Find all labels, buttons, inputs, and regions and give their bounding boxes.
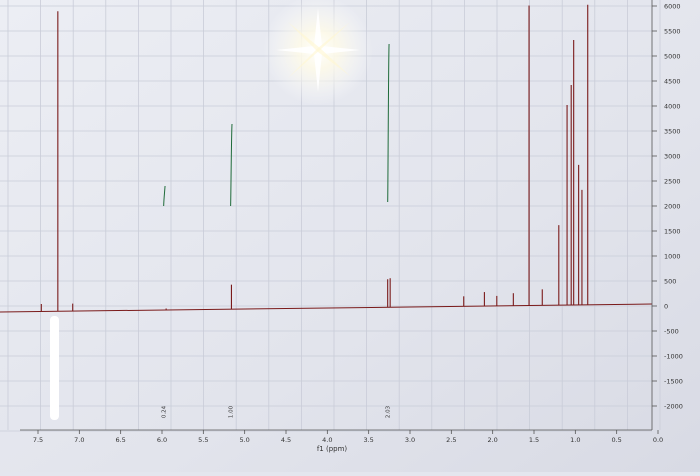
- spectrum-trace: [0, 4, 653, 313]
- x-tick-label: 5.5: [198, 436, 208, 444]
- y-tick-label: -2000: [664, 403, 683, 411]
- y-axis: 6000550050004500400035003000250020001500…: [651, 0, 683, 430]
- y-tick-label: 3500: [664, 128, 681, 136]
- y-tick-label: 1000: [664, 253, 681, 261]
- x-axis-label: f1 (ppm): [317, 445, 348, 453]
- x-tick-label: 3.5: [363, 436, 373, 444]
- x-axis: 7.5 7.0 6.5 6.0 5.5 5.0 4.5 4.0 3.5 3.0 2.5 2.0 1.5 1…: [20, 429, 663, 444]
- x-tick-label: 2.0: [487, 436, 497, 444]
- x-tick-label: 6.0: [157, 436, 167, 444]
- x-tick-label: 7.5: [33, 436, 43, 444]
- integral-value-label: 1.00: [229, 405, 235, 418]
- y-tick-label: 5500: [664, 28, 681, 36]
- integral-curve: [387, 43, 390, 203]
- integral-value-label: 2.03: [386, 405, 392, 418]
- y-tick-label: 1500: [664, 228, 681, 236]
- x-tick-label: 0.0: [653, 436, 663, 444]
- x-tick-label: 1.5: [529, 436, 539, 444]
- x-tick-label: 2.5: [446, 436, 456, 444]
- integral-curve: [163, 185, 166, 207]
- y-tick-label: 4500: [664, 78, 681, 86]
- y-tick-label: 3000: [664, 153, 681, 161]
- integral-curves: 0.24 1.00 2.03: [162, 43, 392, 418]
- x-tick-label: 4.0: [322, 436, 332, 444]
- integral-value-label: 0.24: [162, 405, 168, 418]
- y-tick-label: 4000: [664, 103, 681, 111]
- x-tick-label: 6.5: [115, 436, 125, 444]
- y-tick-label: 0: [664, 303, 668, 311]
- y-tick-label: 2500: [664, 178, 681, 186]
- y-tick-label: 6000: [664, 3, 681, 11]
- screen-glare: [263, 0, 373, 105]
- x-tick-label: 0.5: [611, 436, 621, 444]
- y-tick-label: 2000: [664, 203, 681, 211]
- y-tick-label: -1000: [664, 353, 683, 361]
- white-bar-overlay: [50, 316, 59, 420]
- x-tick-label: 1.0: [570, 436, 580, 444]
- x-tick-label: 7.0: [74, 436, 84, 444]
- y-tick-label: -1500: [664, 378, 683, 386]
- x-tick-label: 4.5: [281, 436, 291, 444]
- x-tick-label: 5.0: [239, 436, 249, 444]
- spectrum-baseline: [0, 303, 653, 313]
- integral-curve: [230, 123, 233, 207]
- y-tick-label: 5000: [664, 53, 681, 61]
- x-tick-label: 3.0: [405, 436, 415, 444]
- y-tick-label: -500: [664, 328, 679, 336]
- y-tick-label: 500: [664, 278, 676, 286]
